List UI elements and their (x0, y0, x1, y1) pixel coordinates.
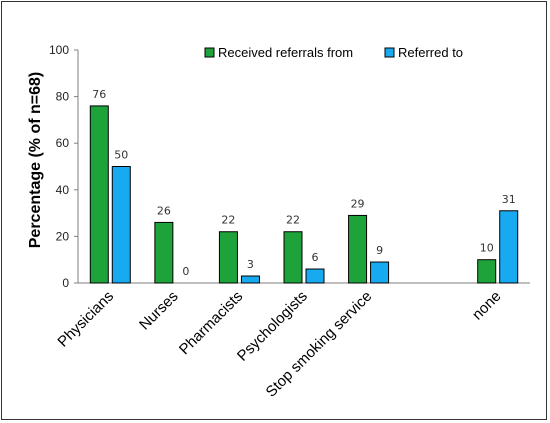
data-label: 10 (480, 242, 494, 255)
data-label: 31 (502, 193, 516, 206)
y-tick-label: 100 (49, 43, 69, 57)
data-label: 50 (114, 149, 128, 162)
y-tick-label: 60 (56, 136, 70, 150)
category-label: none (469, 288, 505, 324)
data-label: 22 (286, 214, 300, 227)
bar (111, 166, 131, 284)
y-tick-label: 80 (56, 90, 70, 104)
data-label: 9 (376, 244, 383, 257)
bar (89, 105, 109, 284)
legend-swatch (204, 47, 215, 58)
bar (154, 221, 174, 284)
bar (499, 210, 519, 284)
y-tick-label: 40 (56, 183, 70, 197)
category-labels: Physicians NursesPharmacistsPsychologists… (54, 288, 504, 401)
category-label: Nurses (136, 288, 182, 334)
data-label: 26 (157, 204, 171, 217)
data-label: 6 (312, 251, 319, 264)
y-axis-label: Percentage (% of n=68) (27, 72, 44, 249)
legend-label: Received referrals from (218, 45, 353, 60)
bar (305, 268, 325, 284)
data-label: 0 (182, 265, 189, 278)
bar (283, 231, 303, 284)
bar (218, 231, 238, 284)
data-label: 76 (92, 88, 106, 101)
data-labels: 76 50 26 0 22 3 22 6 29 9 10 31 (92, 88, 515, 278)
data-label: 22 (221, 214, 235, 227)
category-label: Stop smoking service (263, 288, 376, 401)
legend-label: Referred to (398, 45, 463, 60)
data-label: 29 (351, 197, 365, 210)
bar (240, 275, 260, 284)
bars (89, 105, 519, 284)
category-label: Physicians (54, 288, 117, 351)
bar (477, 259, 497, 284)
legend-swatch (384, 47, 395, 58)
y-tick-label: 20 (56, 229, 70, 243)
legend: Received referrals from Referred to (204, 45, 463, 60)
bar (348, 214, 368, 284)
category-label: Pharmacists (176, 288, 246, 358)
y-tick-label: 0 (62, 276, 69, 290)
data-label: 3 (247, 258, 254, 271)
bar (370, 261, 390, 284)
